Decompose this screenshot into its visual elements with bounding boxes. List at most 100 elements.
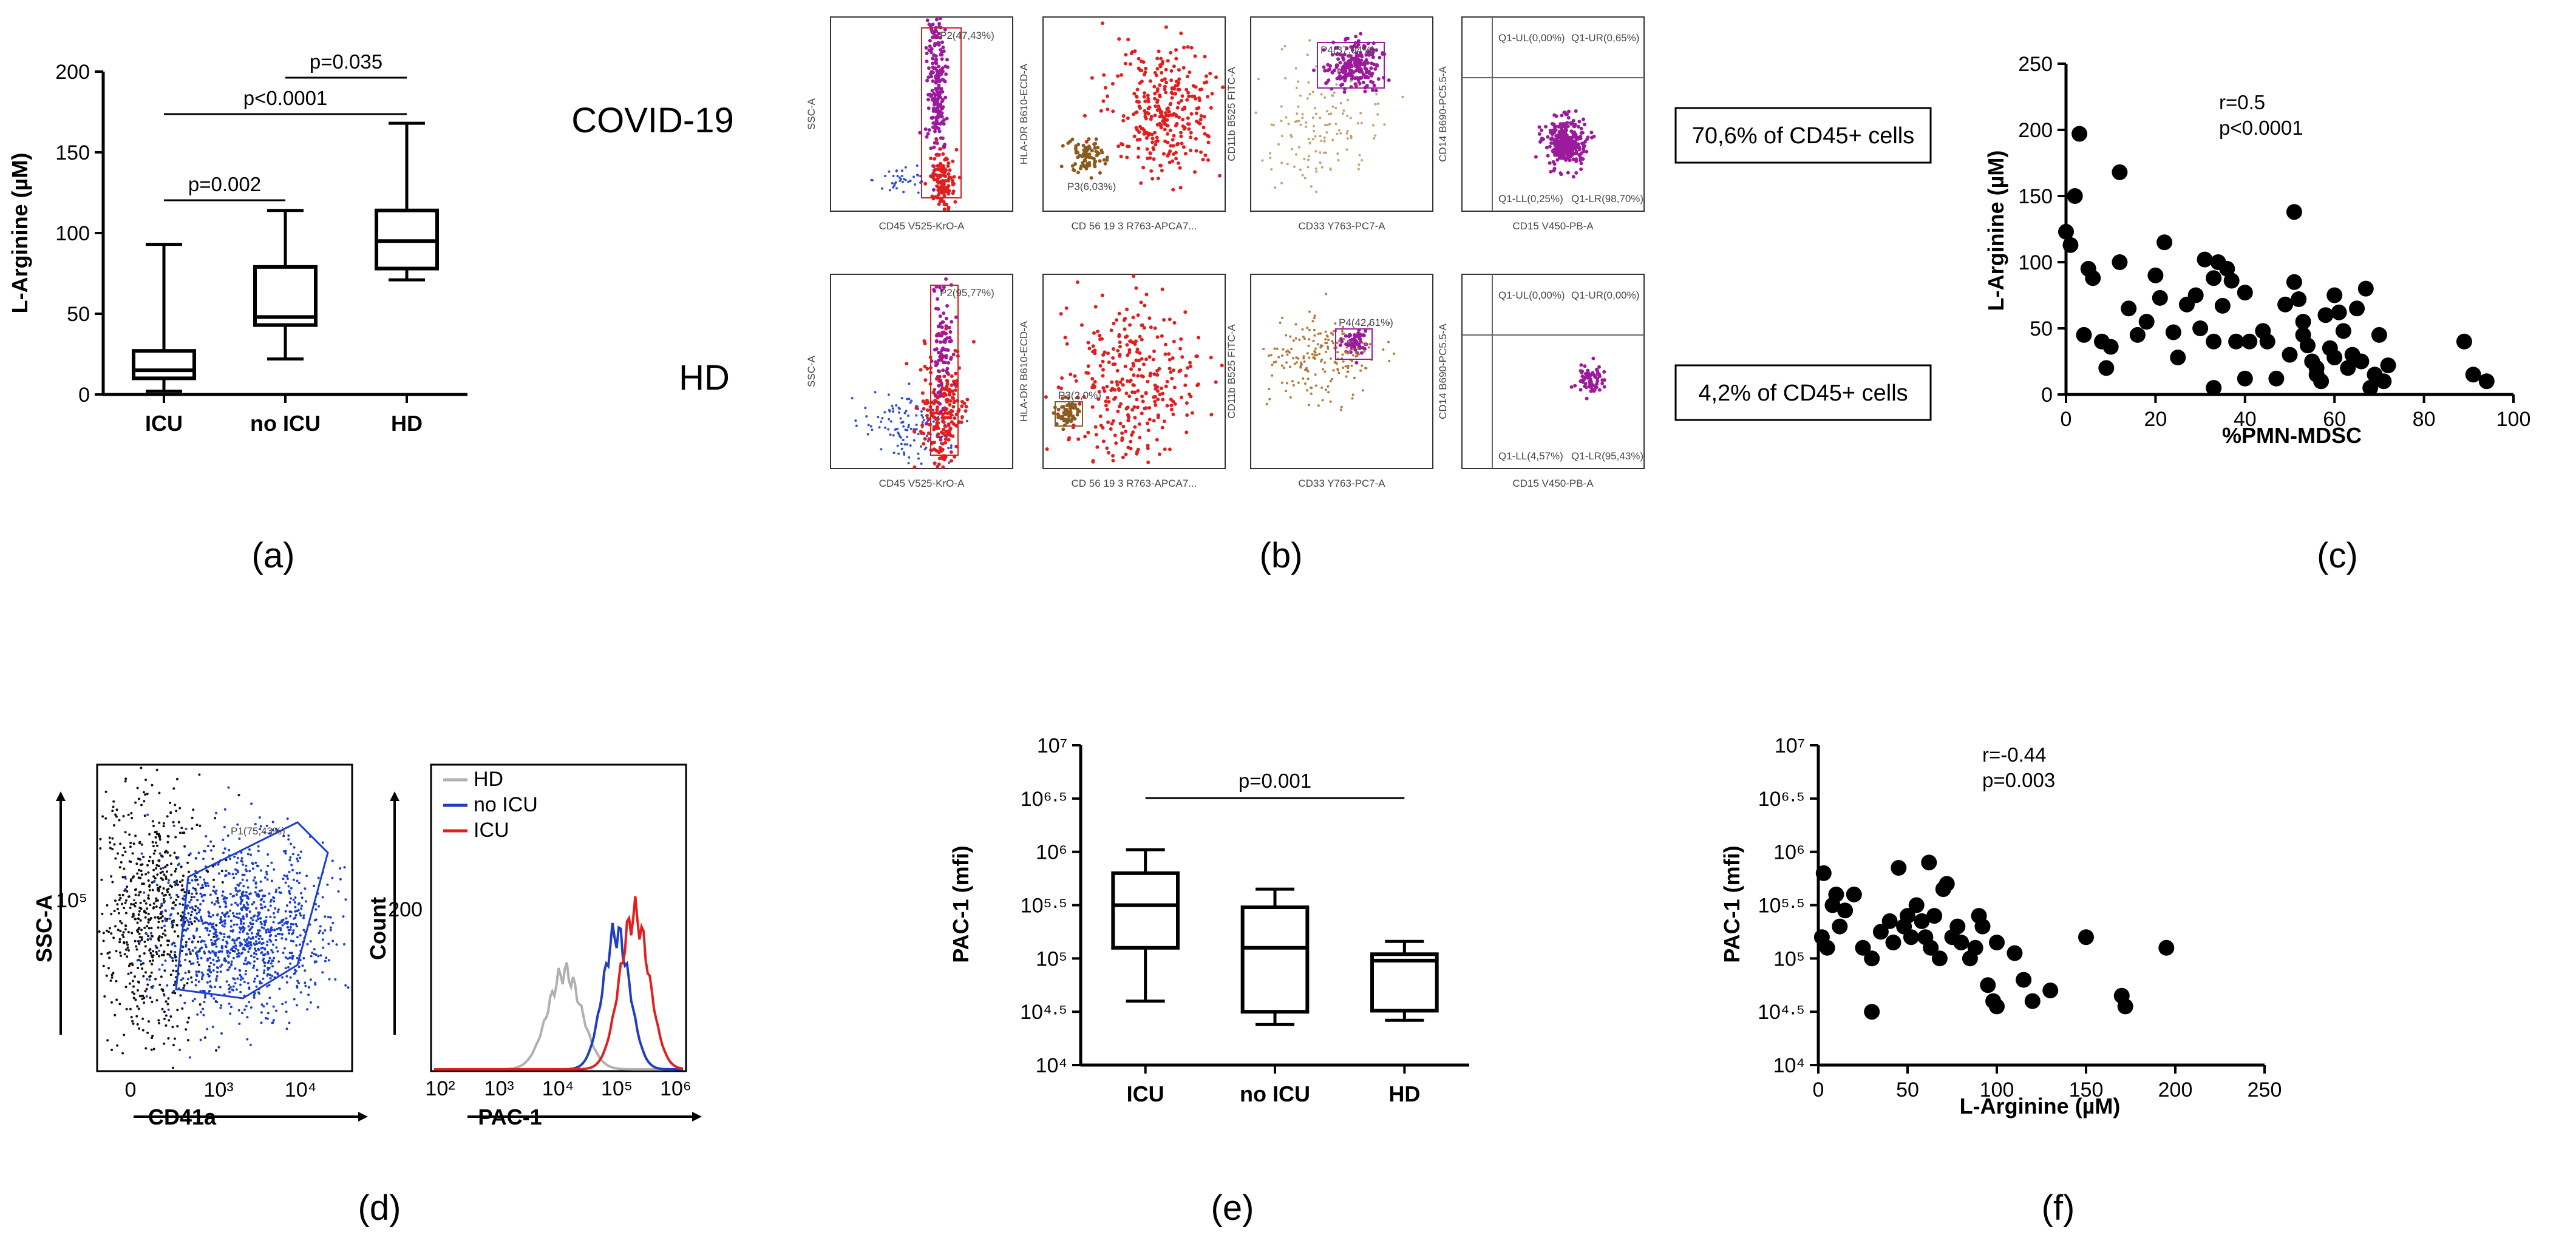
event-dot: [114, 899, 117, 902]
event-dot: [1364, 53, 1368, 57]
event-dot: [124, 928, 127, 931]
event-dot: [932, 425, 936, 429]
gate-label: P4(42,61%): [1339, 317, 1393, 328]
event-dot: [171, 885, 173, 888]
event-dot: [937, 64, 941, 69]
event-dot: [926, 132, 930, 136]
event-dot: [937, 333, 940, 337]
event-dot: [155, 999, 158, 1002]
event-dot: [1158, 121, 1162, 126]
event-dot: [1540, 128, 1544, 132]
event-dot: [1073, 403, 1077, 407]
event-dot: [941, 46, 945, 50]
event-dot: [290, 952, 293, 955]
event-dot: [215, 936, 218, 938]
event-dot: [1360, 121, 1363, 124]
y-axis-label: SSC-A: [806, 98, 817, 130]
event-dot: [151, 783, 154, 787]
event-dot: [131, 852, 134, 855]
event-dot: [155, 897, 158, 900]
event-dot: [160, 913, 163, 915]
event-dot: [1319, 360, 1322, 363]
event-dot: [1116, 409, 1120, 413]
event-dot: [952, 181, 956, 186]
event-dot: [1149, 169, 1154, 173]
event-dot: [1577, 146, 1580, 150]
event-dot: [272, 921, 275, 924]
event-dot: [937, 450, 941, 455]
event-dot: [175, 881, 178, 884]
event-dot: [268, 956, 271, 959]
event-dot: [229, 929, 233, 932]
event-dot: [954, 424, 959, 428]
event-dot: [109, 841, 112, 844]
event-dot: [905, 398, 908, 401]
event-dot: [1169, 50, 1173, 55]
event-dot: [144, 971, 147, 974]
data-point: [2158, 939, 2175, 956]
event-dot: [125, 899, 127, 902]
event-dot: [304, 981, 307, 984]
event-dot: [152, 862, 154, 865]
event-dot: [931, 61, 935, 66]
event-dot: [1549, 141, 1554, 145]
event-dot: [309, 940, 312, 942]
event-dot: [240, 922, 242, 925]
event-dot: [1271, 364, 1274, 367]
event-dot: [1349, 45, 1353, 49]
event-dot: [1290, 147, 1293, 151]
event-dot: [1280, 181, 1283, 184]
event-dot: [237, 1009, 240, 1012]
event-dot: [314, 902, 317, 905]
event-dot: [1347, 65, 1351, 69]
data-point: [1891, 860, 1907, 876]
event-dot: [261, 938, 263, 941]
event-dot: [194, 916, 197, 919]
event-dot: [297, 966, 301, 969]
event-dot: [209, 840, 212, 843]
event-dot: [1167, 447, 1172, 452]
event-dot: [1136, 374, 1140, 378]
event-dot: [199, 903, 202, 905]
data-point: [1949, 918, 1966, 935]
event-dot: [246, 903, 250, 906]
event-dot: [225, 912, 228, 915]
event-dot: [162, 898, 165, 901]
event-dot: [237, 794, 240, 797]
event-dot: [335, 943, 338, 946]
event-dot: [188, 938, 191, 941]
event-dot: [110, 875, 113, 878]
event-dot: [1324, 330, 1327, 333]
event-dot: [1170, 86, 1174, 90]
event-dot: [1320, 140, 1323, 143]
event-dot: [221, 912, 224, 915]
event-dot: [1139, 181, 1143, 185]
event-dot: [110, 976, 114, 979]
event-dot: [152, 868, 155, 871]
event-dot: [921, 399, 925, 404]
event-dot: [200, 956, 203, 959]
event-dot: [1155, 335, 1160, 339]
event-dot: [1214, 380, 1218, 384]
event-dot: [289, 976, 292, 979]
event-dot: [329, 926, 332, 929]
event-dot: [1299, 168, 1302, 171]
event-dot: [161, 915, 164, 918]
event-dot: [126, 946, 129, 949]
event-dot: [1076, 155, 1080, 160]
event-dot: [188, 892, 191, 895]
event-dot: [199, 824, 202, 827]
event-dot: [292, 898, 295, 901]
event-dot: [1160, 334, 1164, 338]
event-dot: [1075, 280, 1079, 284]
event-dot: [161, 932, 165, 935]
event-dot: [1323, 136, 1326, 139]
event-dot: [102, 939, 105, 942]
event-dot: [1564, 158, 1568, 162]
event-dot: [1554, 140, 1558, 144]
event-dot: [945, 400, 949, 404]
event-dot: [151, 956, 154, 959]
event-dot: [931, 56, 935, 61]
event-dot: [908, 424, 910, 427]
event-dot: [279, 929, 282, 932]
